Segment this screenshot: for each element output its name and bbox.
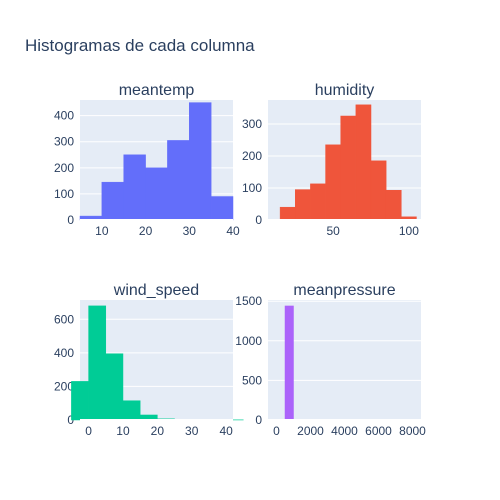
x-tick-label: 100 (399, 224, 419, 238)
x-tick-label: 10 (116, 424, 130, 438)
histogram-bar (123, 154, 146, 221)
y-tick-label: 1500 (235, 294, 262, 308)
y-tick-label: 200 (54, 379, 74, 393)
y-tick-label: 0 (255, 413, 262, 427)
y-tick-label: 400 (54, 346, 74, 360)
histogram-bar (340, 115, 357, 221)
histogram-bar (284, 305, 294, 421)
y-tick-label: 0 (67, 213, 74, 227)
y-tick-label: 100 (54, 187, 74, 201)
histogram-bar (122, 400, 141, 421)
y-tick-label: 600 (54, 312, 74, 326)
subplot-title: wind_speed (113, 282, 199, 299)
subplot-title: humidity (315, 82, 375, 99)
histogram-bar (325, 144, 341, 221)
y-tick-label: 500 (242, 373, 262, 387)
x-tick-label: 30 (185, 424, 199, 438)
x-tick-label: 40 (219, 424, 233, 438)
subplot-meanpressure: 0 500 1000 1500 0 2000 4000 6000 8000 meanpressur… (235, 282, 426, 438)
histogram-bar (101, 181, 124, 221)
histogram-bar (210, 196, 234, 221)
histogram-bar (355, 104, 372, 221)
y-tick-label: 1000 (235, 334, 262, 348)
x-tick-label: 20 (139, 224, 153, 238)
figure-title: Histogramas de cada columna (25, 36, 255, 55)
y-tick-label: 300 (54, 135, 74, 149)
histogram-bar (310, 183, 326, 221)
y-tick-label: 100 (242, 181, 262, 195)
x-tick-label: 6000 (365, 424, 392, 438)
subplot-title: meanpressure (293, 282, 395, 299)
subplot-wind_speed: 0 200 400 600 0 10 20 30 40 wind_speed (54, 282, 244, 438)
subplot-meantemp: 0 100 200 300 400 10 20 30 40 meantemp (54, 82, 240, 238)
x-tick-label: 2000 (297, 424, 324, 438)
histogram-bar (71, 381, 89, 421)
x-tick-label: 4000 (331, 424, 358, 438)
y-tick-label: 400 (54, 109, 74, 123)
x-tick-label: 8000 (399, 424, 426, 438)
histogram-bar (385, 189, 402, 221)
x-tick-label: 10 (95, 224, 109, 238)
x-tick-label: 30 (183, 224, 197, 238)
subplot-title: meantemp (119, 82, 195, 99)
histogram-bar (105, 353, 124, 421)
histogram-bar (279, 206, 296, 221)
histogram-bar (167, 140, 190, 221)
histogram-bar (370, 160, 387, 221)
x-tick-label: 20 (151, 424, 165, 438)
x-tick-label: 0 (273, 424, 280, 438)
y-tick-label: 200 (242, 149, 262, 163)
histogram-bar (295, 189, 311, 221)
histogram-bar (189, 102, 212, 221)
x-tick-label: 0 (85, 424, 92, 438)
x-tick-label: 40 (226, 224, 240, 238)
y-tick-label: 300 (242, 117, 262, 131)
y-tick-label: 200 (54, 161, 74, 175)
x-tick-label: 50 (326, 224, 340, 238)
histogram-bar (145, 167, 168, 221)
y-tick-label: 0 (255, 213, 262, 227)
subplot-humidity: 0 100 200 300 50 100 humidity (242, 82, 421, 238)
histogram-bar (88, 305, 107, 421)
y-tick-label: 0 (67, 413, 74, 427)
